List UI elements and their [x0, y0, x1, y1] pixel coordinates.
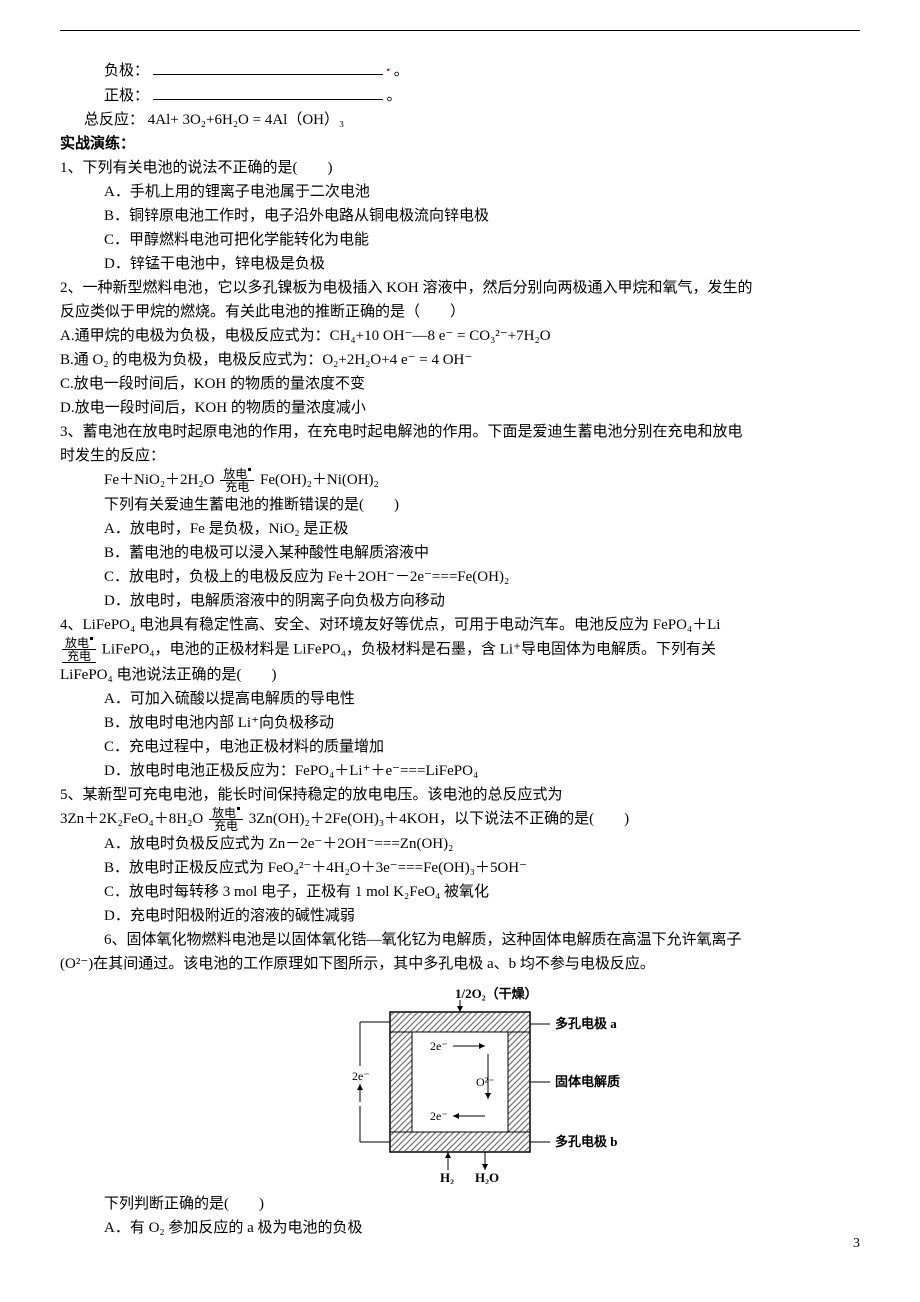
q1-b: B．铜锌原电池工作时，电子沿外电路从铜电极流向锌电极 — [104, 204, 860, 228]
q3-b: B．蓄电池的电极可以浸入某种酸性电解质溶液中 — [104, 541, 860, 565]
q4-arrow-top: 放电 — [62, 637, 96, 650]
pos-blank — [153, 85, 383, 100]
q3-eq-left: Fe＋NiO₂＋2H₂O — [104, 472, 214, 488]
q3-eq-right: Fe(OH)₂＋Ni(OH)₂ — [260, 472, 379, 488]
fig-o2: O²⁻ — [476, 1075, 495, 1089]
q4-l3: LiFePO₄ 电池说法正确的是( ) — [60, 663, 860, 687]
section-title: 实战演练： — [60, 132, 860, 156]
q1-c: C．甲醇燃料电池可把化学能转化为电能 — [104, 228, 860, 252]
fig-h2: H₂ — [440, 1170, 454, 1184]
q2-d: D.放电一段时间后，KOH 的物质的量浓度减小 — [60, 396, 860, 420]
period: 。 — [394, 63, 409, 79]
q4-l2: 放电 充电 LiFePO₄，电池的正极材料是 LiFePO₄，负极材料是石墨，含… — [60, 637, 860, 663]
fig-mid-label: 固体电解质 — [555, 1074, 620, 1089]
q6-l1a: 6、固体氧化物燃料电池是以固体氧化锆—氧化钇为电解质，这种固体电解质在高温下允许… — [104, 928, 860, 952]
neg-label: 负极： — [104, 63, 149, 79]
q5-l1: 5、某新型可充电电池，能长时间保持稳定的放电电压。该电池的总反应式为 — [60, 783, 860, 807]
q5-b: B．放电时正极反应式为 FeO₄²⁻＋4H₂O＋3e⁻===Fe(OH)₃＋5O… — [104, 856, 860, 880]
q1-a: A．手机上用的锂离子电池属于二次电池 — [104, 180, 860, 204]
overall-reaction: 总反应： 4Al+ 3O₂+6H₂O = 4Al（OH）₃ — [84, 108, 860, 132]
q3-c: C．放电时，负极上的电极反应为 Fe＋2OH⁻－2e⁻===Fe(OH)₂ — [104, 565, 860, 589]
fig-e-top: 2e⁻ — [430, 1039, 448, 1053]
q5-c: C．放电时每转移 3 mol 电子，正极有 1 mol K₂FeO₄ 被氧化 — [104, 880, 860, 904]
q2-a: A.通甲烷的电极为负极，电极反应式为：CH₄+10 OH⁻—8 e⁻ = CO₃… — [60, 324, 860, 348]
q3-arrow-bot: 充电 — [220, 481, 254, 493]
q2-l1: 2、一种新型燃料电池，它以多孔镍板为电极插入 KOH 溶液中，然后分别向两极通入… — [60, 276, 860, 300]
q4-l1: 4、LiFePO₄ 电池具有稳定性高、安全、对环境友好等优点，可用于电动汽车。电… — [60, 613, 860, 637]
top-rule — [60, 30, 860, 31]
q4-c: C．充电过程中，电池正极材料的质量增加 — [104, 735, 860, 759]
q5-eq: 3Zn＋2K₂FeO₄＋8H₂O 放电 充电 3Zn(OH)₂＋2Fe(OH)₃… — [60, 807, 860, 832]
pos-label: 正极： — [104, 88, 149, 104]
q6-a: A．有 O₂ 参加反应的 a 极为电池的负极 — [104, 1216, 860, 1240]
q4-b: B．放电时电池内部 Li⁺向负极移动 — [104, 711, 860, 735]
page-number: 3 — [853, 1236, 860, 1252]
q1-stem: 1、下列有关电池的说法不正确的是( ) — [60, 156, 860, 180]
q6-l1b: (O²⁻)在其间通过。该电池的工作原理如下图所示，其中多孔电极 a、b 均不参与… — [60, 952, 860, 976]
overall-prefix: 总反应： — [84, 112, 144, 128]
period: 。 — [387, 88, 402, 104]
fig-a-label: 多孔电极 a — [555, 1016, 617, 1031]
q5-a: A．放电时负极反应式为 Zn－2e⁻＋2OH⁻===Zn(OH)₂ — [104, 832, 860, 856]
pos-electrode-line: 正极： 。 — [104, 84, 860, 108]
q5-eq-right: 3Zn(OH)₂＋2Fe(OH)₃＋4KOH，以下说法不正确的是( ) — [249, 811, 629, 827]
q3-eq: Fe＋NiO₂＋2H₂O 放电 充电 Fe(OH)₂＋Ni(OH)₂ — [104, 468, 860, 493]
q4-arrow-bot: 充电 — [62, 650, 96, 662]
q4-l2a: LiFePO₄，电池的正极材料是 LiFePO₄，负极材料是石墨，含 Li⁺导电… — [102, 641, 716, 657]
neg-electrode-line: 负极： • 。 — [104, 59, 860, 84]
q5-eq-left: 3Zn＋2K₂FeO₄＋8H₂O — [60, 811, 203, 827]
q2-l2: 反应类似于甲烷的燃烧。有关此电池的推断正确的是（ ） — [60, 300, 860, 324]
fig-top-label: 1/2O₂（干燥） — [455, 986, 538, 1001]
q1-d: D．锌锰干电池中，锌电极是负极 — [104, 252, 860, 276]
q5-arrow-bot: 充电 — [209, 820, 243, 832]
q6-sub: 下列判断正确的是( ) — [104, 1192, 860, 1216]
q2-b: B.通 O₂ 的电极为负极，电极反应式为：O₂+2H₂O+4 e⁻ = 4 OH… — [60, 348, 860, 372]
fuel-cell-figure: 1/2O₂（干燥） 2e⁻ O²⁻ 2e⁻ 2e⁻ — [60, 984, 860, 1184]
neg-blank — [153, 60, 383, 75]
q3-a: A．放电时，Fe 是负极，NiO₂ 是正极 — [104, 517, 860, 541]
q4-a: A．可加入硫酸以提高电解质的导电性 — [104, 687, 860, 711]
q3-d: D．放电时，电解质溶液中的阴离子向负极方向移动 — [104, 589, 860, 613]
fig-h2o: H₂O — [475, 1170, 499, 1184]
q3-sub: 下列有关爱迪生蓄电池的推断错误的是( ) — [104, 493, 860, 517]
fig-e-bot: 2e⁻ — [430, 1109, 448, 1123]
q3-l1: 3、蓄电池在放电时起原电池的作用，在充电时起电解池的作用。下面是爱迪生蓄电池分别… — [60, 420, 860, 444]
overall-eq: 4Al+ 3O₂+6H₂O = 4Al（OH）₃ — [148, 112, 344, 128]
q5-arrow-top: 放电 — [209, 807, 243, 820]
fig-e-left: 2e⁻ — [352, 1069, 370, 1083]
q3-l2: 时发生的反应： — [60, 444, 860, 468]
q2-c: C.放电一段时间后，KOH 的物质的量浓度不变 — [60, 372, 860, 396]
q5-d: D．充电时阳极附近的溶液的碱性减弱 — [104, 904, 860, 928]
q3-arrow-top: 放电 — [220, 468, 254, 481]
q4-d: D．放电时电池正极反应为：FePO₄＋Li⁺＋e⁻===LiFePO₄ — [104, 759, 860, 783]
fig-b-label: 多孔电极 b — [555, 1134, 617, 1149]
dot-icon: • — [387, 66, 391, 77]
